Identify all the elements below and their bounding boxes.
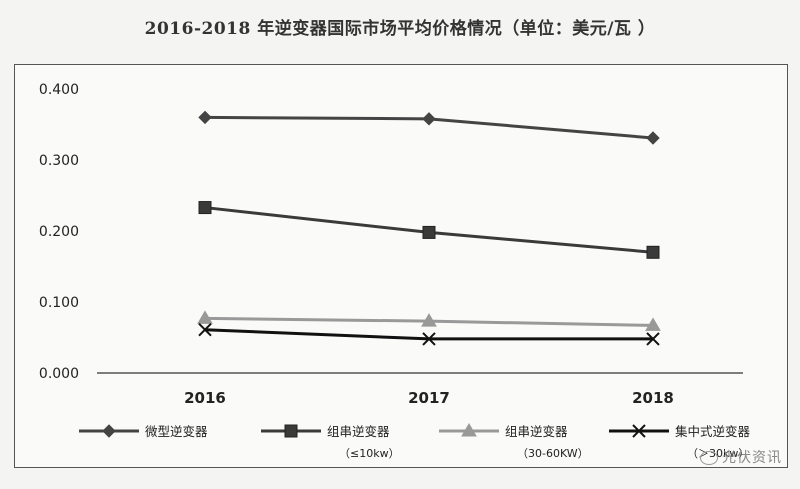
chart-frame: 0.000 0.100 0.200 0.300 0.400 2016 2017 2018 微型… [14, 64, 788, 468]
legend-item: 微型逆变器 [79, 424, 208, 439]
data-point [646, 131, 660, 145]
data-point [646, 332, 660, 346]
legend-marker [461, 423, 477, 437]
axes: 0.000 0.100 0.200 0.300 0.400 2016 2017 2018 [39, 82, 743, 407]
series-1 [198, 110, 660, 145]
legend-item: 集中式逆变器（＞30kw） [609, 424, 751, 460]
legend-label: 微型逆变器 [145, 424, 208, 439]
data-point [421, 313, 437, 327]
x-tick-label: 2018 [632, 389, 674, 407]
y-tick-label: 0.200 [39, 224, 79, 240]
data-point [422, 332, 436, 346]
data-point [198, 110, 212, 125]
y-tick-label: 0.400 [39, 82, 79, 98]
series-3 [197, 310, 661, 331]
chart-title: 2016-2018 年逆变器国际市场平均价格情况（单位：美元/瓦 ） [144, 19, 656, 39]
legend-item: 组串逆变器 （30-60KW） [439, 423, 589, 460]
legend-marker [102, 424, 116, 438]
x-tick-label: 2017 [408, 389, 450, 407]
legend-label: 组串逆变器 [505, 424, 568, 439]
series-2 [198, 201, 660, 259]
legend-label: 集中式逆变器 [675, 424, 751, 439]
y-tick-label: 0.000 [39, 366, 79, 382]
data-point [198, 201, 212, 215]
series-layer [197, 110, 661, 346]
data-point [197, 310, 213, 324]
legend-sublabel: （≤10kw） [339, 447, 400, 460]
legend: 微型逆变器 组串逆变器 （≤10kw） 组串逆变器 （30-60KW） 集中式逆变器（＞3… [79, 423, 751, 460]
watermark: 光伏资讯 [700, 447, 782, 467]
x-tick-label: 2016 [184, 389, 226, 407]
data-point [198, 322, 212, 337]
legend-sublabel: （30-60KW） [517, 447, 589, 460]
data-point [422, 225, 436, 239]
legend-item: 组串逆变器 （≤10kw） [261, 424, 400, 460]
data-point [422, 112, 436, 126]
data-point [645, 317, 661, 331]
series-4 [198, 322, 660, 346]
line-chart: 0.000 0.100 0.200 0.300 0.400 2016 2017 2018 微型… [39, 82, 751, 460]
y-tick-label: 0.100 [39, 295, 79, 311]
data-point [646, 245, 660, 259]
wechat-icon [700, 451, 718, 465]
legend-label: 组串逆变器 [327, 424, 390, 439]
y-tick-label: 0.300 [39, 153, 79, 169]
watermark-text: 光伏资讯 [722, 450, 782, 466]
legend-marker [284, 424, 298, 438]
legend-marker [632, 424, 646, 438]
